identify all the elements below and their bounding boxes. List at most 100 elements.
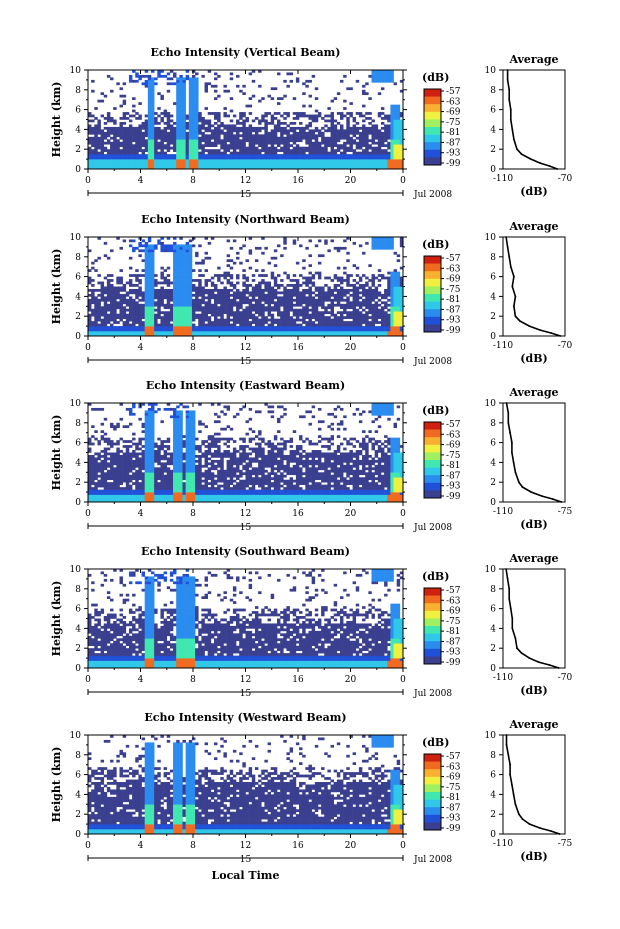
heatmap-cell: [251, 306, 256, 310]
heatmap-cell: [399, 134, 404, 138]
heatmap-cell: [106, 291, 111, 295]
heatmap-cell: [327, 249, 331, 253]
average-point: [508, 98, 511, 101]
heatmap-cell: [365, 281, 369, 285]
heatmap-cell: [182, 109, 186, 113]
heatmap-cell: [217, 308, 221, 312]
heatmap-cell: [251, 119, 256, 123]
heatmap-cell: [292, 279, 297, 282]
heatmap-cell: [355, 291, 360, 295]
heatmap-cell: [166, 333, 171, 337]
heatmap-cell: [106, 141, 111, 145]
heatmap-cell: [106, 462, 111, 466]
heatmap-cell: [352, 303, 357, 307]
heatmap-cell: [377, 131, 382, 135]
heatmap-cell: [160, 119, 164, 123]
heatmap-cell: [88, 474, 92, 478]
heatmap-cell: [157, 308, 161, 312]
heatmap-cell: [258, 136, 262, 140]
heatmap-cell: [151, 141, 155, 145]
heatmap-cell: [204, 141, 208, 145]
heatmap-cell: [116, 279, 120, 282]
heatmap-cell: [169, 141, 174, 145]
heatmap-cell: [283, 164, 287, 167]
heatmap-cell: [223, 107, 227, 110]
heatmap-cell: [358, 311, 363, 315]
heatmap-cell: [352, 166, 357, 170]
heatmap-cell: [132, 114, 136, 118]
heatmap-cell: [390, 161, 394, 165]
heatmap-cell: [343, 303, 347, 307]
heatmap-cell: [166, 296, 171, 300]
heatmap-cell: [144, 114, 149, 118]
heatmap-cell: [371, 281, 375, 285]
heatmap-cell: [144, 141, 149, 145]
heatmap-cell: [113, 308, 117, 312]
heatmap-cell: [116, 457, 120, 461]
heatmap-cell: [135, 166, 139, 170]
heatmap-cell: [340, 306, 344, 310]
heatmap-cell: [299, 244, 303, 248]
x-tick-label: 8: [190, 176, 196, 186]
heatmap-cell: [128, 266, 133, 270]
heatmap-cell: [327, 136, 331, 140]
heatmap-cell: [144, 264, 149, 267]
heatmap-cell: [396, 303, 401, 307]
heatmap-cell: [176, 99, 180, 103]
heatmap-cell: [286, 293, 290, 297]
heatmap-cell: [374, 72, 379, 76]
heatmap-cell: [270, 166, 275, 170]
heatmap-cell: [380, 331, 385, 334]
heatmap-cell: [305, 296, 309, 300]
heatmap-cell: [176, 144, 180, 148]
heatmap-cell: [151, 144, 155, 148]
heatmap-cell: [97, 141, 101, 145]
heatmap-cell: [324, 144, 328, 148]
heatmap-cell: [106, 117, 111, 120]
heatmap-cell: [314, 149, 319, 152]
heatmap-cell: [292, 164, 297, 167]
heatmap-cell: [195, 301, 199, 305]
heatmap-cell: [254, 308, 259, 312]
heatmap-cell: [135, 117, 139, 120]
heatmap-cell: [128, 308, 133, 312]
heatmap-cell: [185, 291, 190, 295]
heatmap-cell: [371, 131, 375, 135]
heatmap-cell: [321, 306, 325, 310]
heatmap-cell: [154, 159, 158, 162]
heatmap-cell: [374, 126, 379, 130]
heatmap-cell: [191, 328, 196, 332]
heatmap-cell: [226, 161, 231, 165]
heatmap-cell: [223, 126, 227, 130]
heatmap-cell: [103, 241, 108, 245]
heatmap-cell: [302, 161, 306, 165]
heatmap-cell: [305, 149, 309, 152]
heatmap-cell: [311, 114, 316, 118]
heatmap-cell: [239, 291, 243, 295]
heatmap-cell: [169, 119, 174, 123]
heatmap-cell: [88, 281, 92, 285]
heatmap-cell: [254, 298, 259, 302]
heatmap-cell: [390, 121, 394, 125]
heatmap-cell: [188, 271, 193, 275]
heatmap-cell: [195, 139, 199, 143]
heatmap-cell: [245, 164, 249, 167]
heatmap-cell: [270, 151, 275, 155]
heatmap-cell: [151, 102, 155, 105]
heatmap-cell: [317, 303, 322, 307]
heatmap-cell: [273, 291, 278, 295]
heatmap-cell: [340, 293, 344, 297]
heatmap-cell: [157, 156, 161, 160]
heatmap-cell: [179, 112, 183, 115]
heatmap-cell: [125, 126, 130, 130]
heatmap-cell: [333, 149, 338, 152]
heatmap-cell: [317, 323, 322, 327]
heatmap-cell: [384, 134, 388, 138]
heatmap-cell: [236, 311, 240, 315]
heatmap-cell: [340, 298, 344, 302]
heatmap-cell: [97, 298, 101, 302]
heatmap-cell: [242, 151, 246, 155]
heatmap-cell: [380, 107, 385, 110]
heatmap-cell: [371, 284, 375, 287]
heatmap-cell: [229, 139, 234, 143]
